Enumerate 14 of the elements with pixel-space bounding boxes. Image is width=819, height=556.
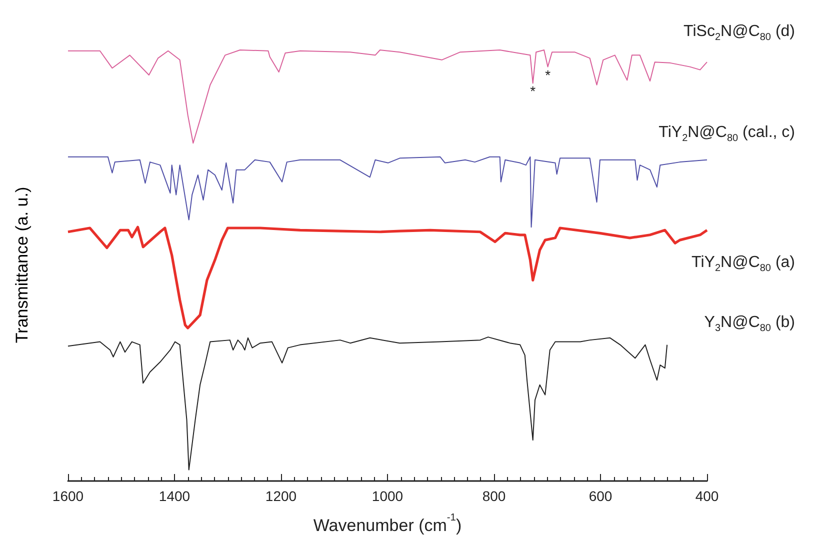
series-label: TiY$_{2}$N@C$_{80}$ (cal., c) <box>658 122 795 146</box>
annotation: * <box>530 83 536 100</box>
annotation: * <box>545 66 552 83</box>
x-tick-label: 800 <box>482 488 506 504</box>
series-label: TiY$_{2}$N@C$_{80}$ (a) <box>692 253 795 276</box>
y-axis-title: Transmittance (a. u.) <box>12 186 32 344</box>
x-tick-label: 600 <box>588 488 612 504</box>
x-tick-label: 400 <box>695 488 719 504</box>
x-tick-label: 1400 <box>158 488 190 504</box>
x-tick-label: 1200 <box>265 488 297 504</box>
series-label: TiSc$_{2}$N@C$_{80}$ (d) <box>684 22 795 46</box>
text: Y$_{3}$N@C$_{80}$ (b) <box>704 312 795 336</box>
x-tick-label: 1000 <box>372 488 404 504</box>
x-tick-label: 1600 <box>52 488 84 504</box>
